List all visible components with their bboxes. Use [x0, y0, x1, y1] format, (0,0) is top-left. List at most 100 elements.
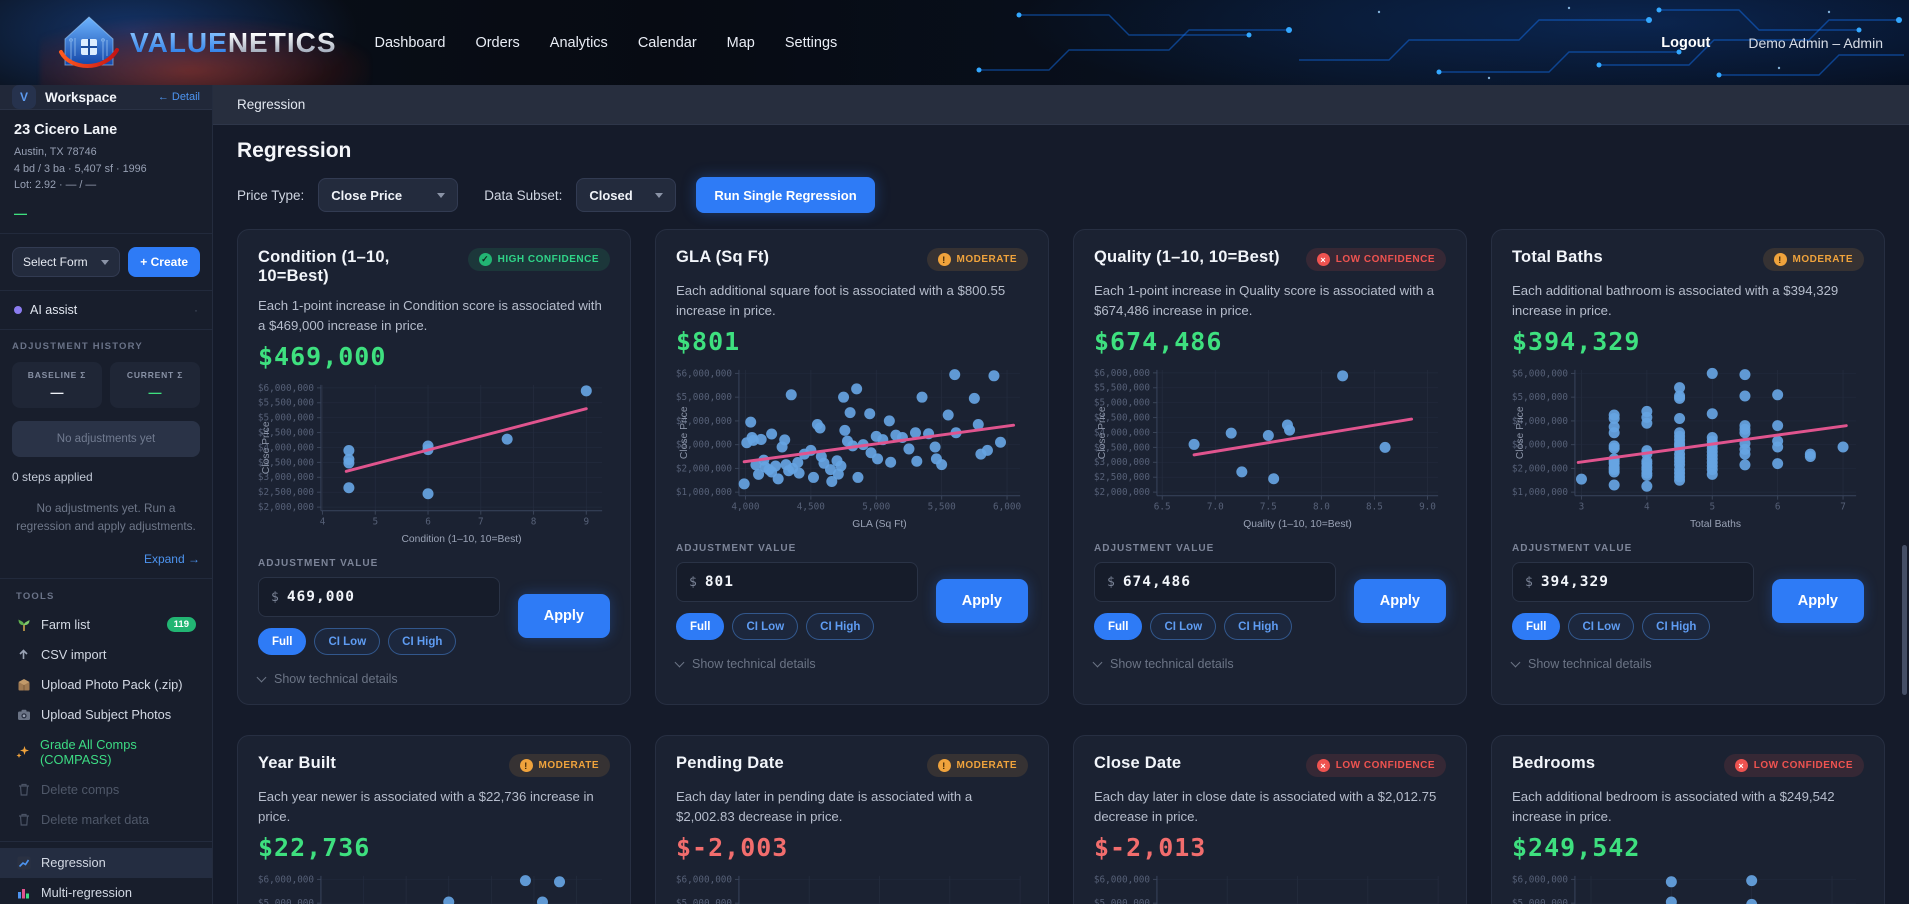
- svg-text:$6,000,000: $6,000,000: [258, 383, 314, 394]
- ci-high-pill[interactable]: CI High: [1224, 613, 1293, 641]
- svg-text:Condition (1–10, 10=Best): Condition (1–10, 10=Best): [401, 534, 521, 545]
- tool-upload-photo-pack[interactable]: Upload Photo Pack (.zip): [0, 670, 212, 700]
- adjustment-value-input[interactable]: $ 801: [676, 562, 918, 603]
- price-type-select[interactable]: Close Price: [318, 178, 459, 212]
- currency-prefix: $: [271, 589, 279, 605]
- svg-text:4,000: 4,000: [731, 501, 759, 512]
- ci-low-pill[interactable]: CI Low: [1568, 613, 1635, 641]
- scrollbar-thumb[interactable]: [1902, 545, 1907, 695]
- ci-full-pill[interactable]: Full: [676, 613, 725, 641]
- svg-text:GLA (Sq Ft): GLA (Sq Ft): [852, 519, 906, 530]
- workspace-header: V Workspace ← Detail: [0, 85, 212, 110]
- create-button[interactable]: + Create: [128, 247, 200, 278]
- svg-text:7: 7: [1840, 501, 1846, 512]
- apply-button[interactable]: Apply: [1771, 579, 1864, 624]
- property-address: 23 Cicero Lane: [14, 122, 118, 138]
- adjustment-value-input[interactable]: $ 394,329: [1512, 562, 1754, 603]
- trend-icon: [16, 855, 31, 870]
- svg-text:$5,000,000: $5,000,000: [1094, 898, 1150, 904]
- scatter-chart: $1,000,000$2,000,000$3,000,000$4,000,000…: [1094, 874, 1439, 904]
- chevron-down-icon: [437, 192, 446, 198]
- tool-farm-list[interactable]: Farm list 119: [0, 610, 212, 640]
- svg-text:$5,500,000: $5,500,000: [1094, 383, 1150, 394]
- scatter-chart: $1,000,000$2,000,000$3,000,000$4,000,000…: [1512, 874, 1857, 904]
- ai-assist-row[interactable]: AI assist ·: [0, 291, 212, 331]
- adjustment-amount: $394,329: [1512, 327, 1641, 356]
- run-single-regression-button[interactable]: Run Single Regression: [696, 177, 875, 213]
- ci-low-pill[interactable]: CI Low: [314, 628, 381, 656]
- select-form-dropdown[interactable]: Select Form: [12, 247, 121, 278]
- regression-card: Pending Date ! MODERATE Each day later i…: [655, 735, 1049, 904]
- tool-csv-import[interactable]: CSV import: [0, 640, 212, 670]
- svg-text:6.5: 6.5: [1154, 501, 1171, 512]
- svg-text:5: 5: [372, 516, 378, 527]
- svg-text:$4,000,000: $4,000,000: [258, 442, 314, 453]
- ci-low-pill[interactable]: CI Low: [1150, 613, 1217, 641]
- nav-link-orders[interactable]: Orders: [475, 34, 520, 51]
- svg-text:$6,000,000: $6,000,000: [676, 874, 732, 885]
- chevron-down-icon: [101, 259, 110, 265]
- brand-text: VALUENETICS: [130, 26, 337, 58]
- page-title: Regression: [237, 139, 352, 162]
- confidence-badge: ! MODERATE: [1762, 248, 1864, 271]
- card-title: Close Date: [1094, 754, 1182, 773]
- ci-full-pill[interactable]: Full: [1094, 613, 1143, 641]
- card-description: Each day later in pending date is associ…: [676, 789, 973, 824]
- ci-full-pill[interactable]: Full: [1512, 613, 1561, 641]
- svg-text:$2,500,000: $2,500,000: [1094, 472, 1150, 483]
- chevron-down-icon: [655, 192, 664, 198]
- adjustment-value-input[interactable]: $ 674,486: [1094, 562, 1336, 603]
- show-technical-details[interactable]: Show technical details: [256, 672, 610, 686]
- tool-upload-subject-photos[interactable]: Upload Subject Photos: [0, 700, 212, 730]
- svg-text:$5,000,000: $5,000,000: [1094, 398, 1150, 409]
- ci-low-pill[interactable]: CI Low: [732, 613, 799, 641]
- ci-pill-group: Full CI Low CI High: [258, 628, 500, 656]
- tool-multi-regression[interactable]: Multi-regression: [0, 878, 212, 904]
- svg-text:$2,000,000: $2,000,000: [258, 502, 314, 513]
- svg-text:4: 4: [1644, 501, 1650, 512]
- workspace-title: Workspace: [45, 89, 117, 105]
- ci-full-pill[interactable]: Full: [258, 628, 307, 656]
- ci-high-pill[interactable]: CI High: [1642, 613, 1711, 641]
- bars-icon: [16, 885, 31, 900]
- tool-regression[interactable]: Regression: [0, 847, 212, 878]
- tool-grade-all-comps[interactable]: Grade All Comps (COMPASS): [0, 730, 212, 775]
- user-label: Demo Admin – Admin: [1748, 34, 1883, 51]
- nav-link-settings[interactable]: Settings: [784, 34, 838, 51]
- chart-container: $1,000,000 $2,000,000 $3,000,000 $4,000,000…: [676, 362, 1028, 531]
- ci-high-pill[interactable]: CI High: [806, 613, 875, 641]
- chevron-down-icon: [256, 672, 267, 683]
- svg-text:$4,000,000: $4,000,000: [676, 416, 732, 427]
- ci-high-pill[interactable]: CI High: [388, 628, 457, 656]
- nav-link-calendar[interactable]: Calendar: [637, 34, 697, 51]
- apply-button[interactable]: Apply: [1353, 579, 1446, 624]
- apply-button[interactable]: Apply: [517, 594, 610, 639]
- svg-text:$5,500,000: $5,500,000: [258, 398, 314, 409]
- data-subset-select[interactable]: Closed: [576, 178, 677, 212]
- adjustment-value-input[interactable]: $ 469,000: [258, 577, 500, 618]
- detail-link[interactable]: ← Detail: [157, 91, 200, 103]
- brand-logo[interactable]: VALUENETICS: [58, 12, 337, 74]
- show-technical-details[interactable]: Show technical details: [1510, 657, 1864, 671]
- nav-links: Dashboard Orders Analytics Calendar Map …: [375, 35, 838, 51]
- expand-link[interactable]: Expand →: [143, 551, 200, 566]
- adjustment-amount: $674,486: [1094, 327, 1223, 356]
- nav-link-map[interactable]: Map: [726, 34, 755, 51]
- show-technical-details[interactable]: Show technical details: [1092, 657, 1446, 671]
- show-technical-details[interactable]: Show technical details: [674, 657, 1028, 671]
- sparkles-icon: [16, 745, 30, 760]
- apply-button[interactable]: Apply: [935, 579, 1028, 624]
- nav-link-dashboard[interactable]: Dashboard: [374, 34, 446, 51]
- adjustment-value-label: ADJUSTMENT VALUE: [1512, 543, 1633, 555]
- adjustment-amount: $-2,003: [676, 833, 789, 863]
- confidence-badge: × LOW CONFIDENCE: [1305, 248, 1446, 271]
- confidence-icon: !: [937, 759, 951, 773]
- regression-card: Total Baths ! MODERATE Each additional b…: [1491, 229, 1885, 706]
- nav-link-analytics[interactable]: Analytics: [549, 34, 608, 51]
- adjustment-history-section: ADJUSTMENT HISTORY BASELINE Σ — CURRENT …: [0, 330, 212, 579]
- svg-text:Close Price: Close Price: [261, 421, 272, 474]
- card-title: GLA (Sq Ft): [676, 248, 770, 266]
- logout-button[interactable]: Logout: [1661, 34, 1711, 51]
- svg-text:$3,000,000: $3,000,000: [1094, 457, 1150, 468]
- confidence-badge: ✓ HIGH CONFIDENCE: [467, 248, 610, 271]
